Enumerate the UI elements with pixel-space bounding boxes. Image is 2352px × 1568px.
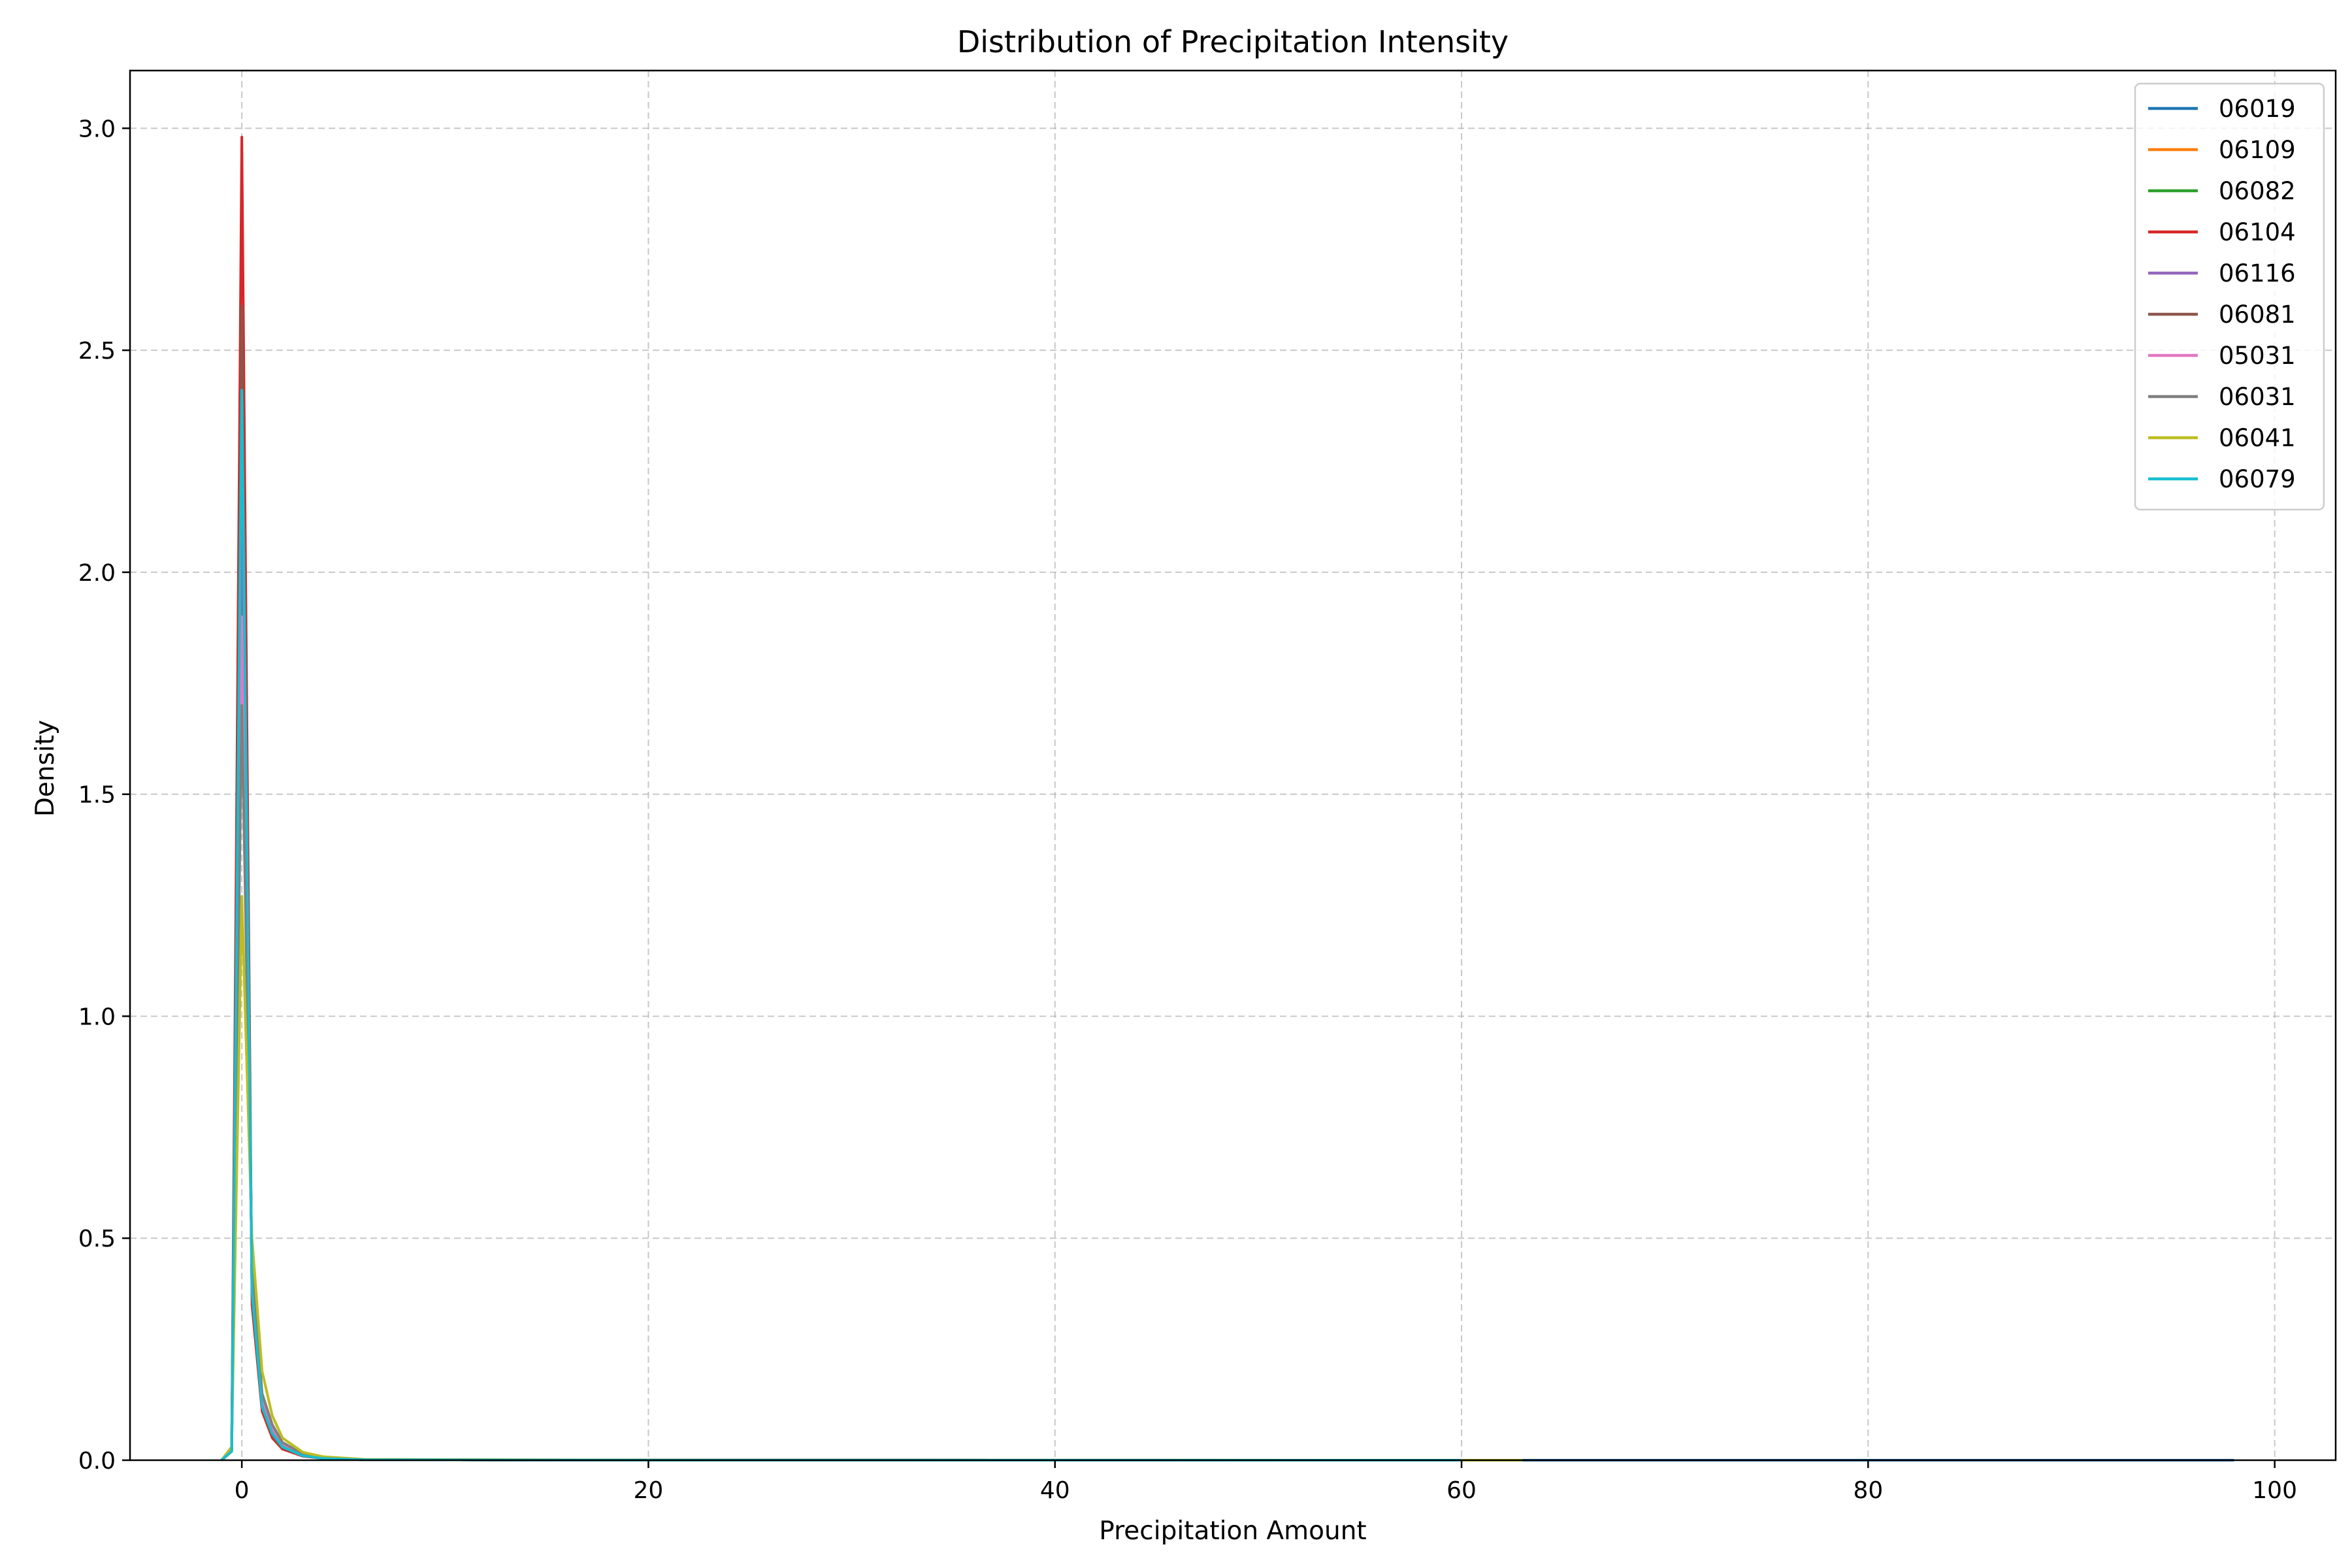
y-tick-label-2: 1.0 [78,1004,116,1030]
chart-title: Distribution of Precipitation Intensity [957,24,1509,59]
legend-label-06041: 06041 [2219,424,2296,452]
x-tick-label-0: 0 [235,1477,250,1504]
x-tick-label-5: 100 [2252,1477,2297,1504]
y-axis-title: Density [31,720,60,817]
legend: 06019 06109 06082 06104 06116 06081 05031 06031… [2134,82,2325,511]
y-tick-label-5: 2.5 [78,338,116,365]
legend-label-06104: 06104 [2219,218,2296,246]
y-tick-label-0: 0.0 [78,1448,116,1475]
legend-label-06019: 06019 [2219,95,2296,123]
x-axis-title: Precipitation Amount [1099,1516,1366,1546]
plot-frame [129,69,2337,1462]
x-tick-label-2: 40 [1040,1477,1070,1504]
legend-label-06109: 06109 [2219,136,2296,164]
y-tick-label-1: 0.5 [78,1226,116,1252]
legend-label-06079: 06079 [2219,465,2296,493]
legend-label-06081: 06081 [2219,301,2296,329]
y-tick-label-3: 1.5 [78,782,116,809]
y-tick-label-4: 2.0 [78,560,116,587]
y-tick-label-6: 3.0 [78,116,116,142]
legend-label-06031: 06031 [2219,383,2296,411]
x-axis-ticks: 0 20 40 60 80 100 [235,1460,2297,1504]
legend-label-05031: 05031 [2219,342,2296,370]
y-axis-ticks: 0.0 0.5 1.0 1.5 2.0 2.5 3.0 [78,116,130,1475]
x-tick-label-3: 60 [1446,1477,1477,1504]
x-tick-label-4: 80 [1853,1477,1883,1504]
x-tick-label-1: 20 [634,1477,664,1504]
legend-label-06116: 06116 [2219,259,2296,287]
legend-label-06082: 06082 [2219,177,2296,205]
